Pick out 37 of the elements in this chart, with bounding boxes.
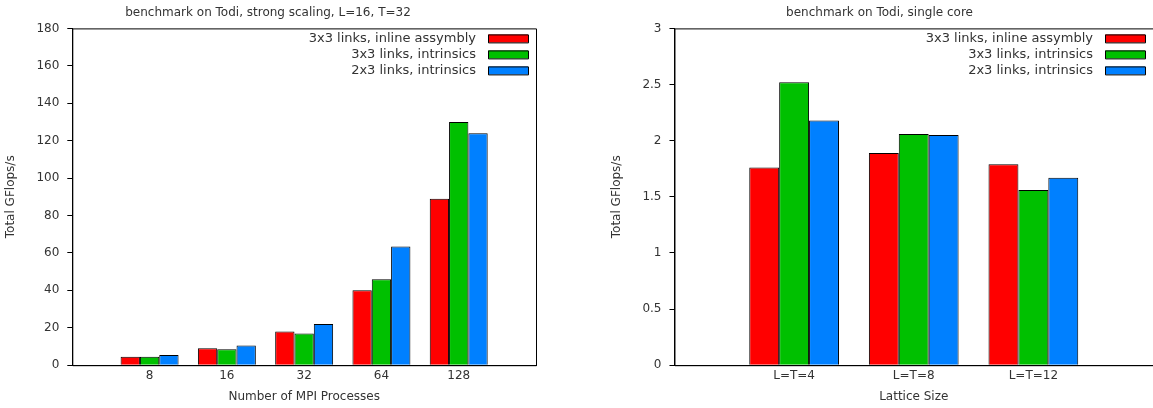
y-tick-label: 1.5 bbox=[642, 188, 662, 203]
legend-label: 2x3 links, intrinsics bbox=[351, 61, 477, 77]
chart-title: benchmark on Todi, single core bbox=[786, 5, 973, 20]
legend-label: 2x3 links, intrinsics bbox=[968, 61, 1094, 77]
legend-label: 3x3 links, intrinsics bbox=[351, 45, 477, 61]
x-tick-label: L=T=8 bbox=[892, 367, 935, 382]
x-tick-label: 128 bbox=[447, 367, 471, 382]
y-tick-label: 160 bbox=[36, 57, 60, 72]
y-tick-label: 140 bbox=[36, 95, 60, 110]
y-tick-label: 0 bbox=[653, 357, 662, 372]
y-tick-label: 100 bbox=[36, 170, 60, 185]
y-tick-label: 40 bbox=[44, 282, 60, 297]
y-tick-label: 2 bbox=[653, 132, 662, 147]
x-tick-label: 32 bbox=[296, 367, 312, 382]
x-tick-label: 8 bbox=[145, 367, 154, 382]
x-tick-label: L=T=4 bbox=[773, 367, 815, 382]
y-tick-label: 120 bbox=[36, 132, 60, 147]
x-tick-label: L=T=12 bbox=[1008, 367, 1059, 382]
y-tick-label: 1 bbox=[653, 245, 662, 260]
y-tick-label: 0 bbox=[51, 357, 60, 372]
y-tick-label: 20 bbox=[44, 319, 60, 334]
y-tick-label: 3 bbox=[653, 20, 662, 35]
x-tick-label: 16 bbox=[219, 367, 235, 382]
y-tick-label: 80 bbox=[44, 207, 60, 222]
y-tick-label: 180 bbox=[36, 20, 60, 35]
y-axis-title: Total GFlops/s bbox=[3, 155, 18, 240]
legend-label: 3x3 links, inline assymbly bbox=[925, 29, 1094, 45]
y-tick-label: 2.5 bbox=[642, 76, 662, 91]
y-axis-title: Total GFlops/s bbox=[609, 155, 624, 240]
legend-label: 3x3 links, intrinsics bbox=[968, 45, 1094, 61]
chart-title: benchmark on Todi, strong scaling, L=16, T=32 bbox=[125, 5, 411, 20]
x-axis-title: Number of MPI Processes bbox=[228, 388, 380, 403]
y-tick-label: 60 bbox=[44, 245, 60, 260]
legend-label: 3x3 links, inline assymbly bbox=[308, 29, 477, 45]
x-axis-title: Lattice Size bbox=[879, 388, 949, 403]
y-tick-label: 0.5 bbox=[642, 301, 662, 316]
x-tick-label: 64 bbox=[373, 367, 390, 382]
